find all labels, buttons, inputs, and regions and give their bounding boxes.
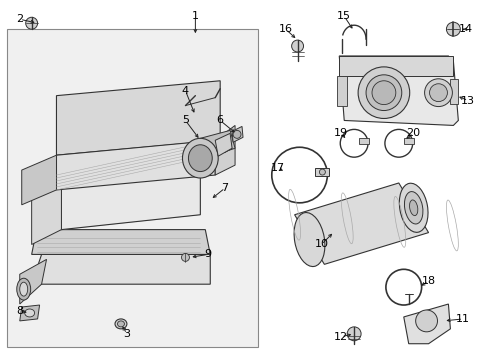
Circle shape [271, 147, 326, 203]
Text: 18: 18 [421, 276, 435, 286]
Text: 4: 4 [182, 86, 189, 96]
Polygon shape [215, 125, 235, 175]
Text: 13: 13 [460, 96, 474, 105]
Ellipse shape [293, 212, 324, 266]
Text: 20: 20 [406, 129, 420, 138]
Bar [315, 168, 328, 176]
Polygon shape [32, 230, 210, 255]
Ellipse shape [25, 309, 35, 317]
Polygon shape [294, 183, 427, 264]
Circle shape [446, 22, 459, 36]
Ellipse shape [17, 278, 31, 300]
Circle shape [346, 327, 360, 341]
Circle shape [389, 134, 407, 152]
Ellipse shape [357, 67, 409, 118]
Bar [449, 79, 457, 104]
Polygon shape [56, 81, 220, 155]
Circle shape [345, 134, 362, 152]
Circle shape [181, 253, 189, 261]
Ellipse shape [117, 321, 124, 327]
Text: 2: 2 [16, 14, 23, 24]
Polygon shape [32, 175, 61, 244]
Ellipse shape [409, 200, 417, 216]
Ellipse shape [188, 145, 212, 172]
Polygon shape [215, 133, 232, 156]
Text: 15: 15 [337, 11, 350, 21]
Circle shape [392, 276, 414, 298]
Polygon shape [232, 126, 243, 142]
Circle shape [319, 169, 325, 175]
Bar [337, 76, 346, 105]
Bar [7, 29, 257, 347]
Text: 8: 8 [16, 306, 23, 316]
Circle shape [233, 130, 241, 138]
Text: 6: 6 [216, 116, 223, 126]
Bar [358, 138, 368, 144]
Polygon shape [61, 160, 200, 230]
Ellipse shape [115, 319, 127, 329]
Circle shape [384, 129, 412, 157]
Text: 3: 3 [123, 329, 130, 339]
Ellipse shape [366, 75, 401, 111]
Polygon shape [339, 56, 452, 76]
Ellipse shape [20, 282, 28, 296]
Text: 17: 17 [270, 163, 284, 173]
Text: 10: 10 [314, 239, 328, 249]
Polygon shape [200, 130, 235, 158]
Polygon shape [20, 260, 46, 304]
Ellipse shape [182, 138, 218, 178]
Ellipse shape [399, 183, 427, 232]
Circle shape [26, 17, 38, 29]
Ellipse shape [428, 84, 447, 102]
Ellipse shape [424, 79, 451, 107]
Ellipse shape [371, 81, 395, 105]
Polygon shape [20, 305, 40, 321]
Polygon shape [339, 56, 457, 125]
Polygon shape [61, 145, 200, 175]
Circle shape [340, 129, 367, 157]
Circle shape [279, 155, 319, 195]
Text: 16: 16 [278, 24, 292, 34]
Bar [403, 138, 413, 144]
Circle shape [291, 40, 303, 52]
Polygon shape [32, 230, 210, 284]
Ellipse shape [404, 192, 422, 224]
Polygon shape [56, 140, 215, 190]
Polygon shape [403, 304, 449, 344]
Text: 19: 19 [333, 129, 347, 138]
Ellipse shape [415, 310, 437, 332]
Text: 1: 1 [191, 11, 199, 21]
Text: 7: 7 [221, 183, 228, 193]
Text: 9: 9 [204, 249, 211, 260]
Text: 11: 11 [455, 314, 469, 324]
Text: 12: 12 [333, 332, 347, 342]
Polygon shape [21, 155, 56, 205]
Text: 5: 5 [182, 116, 188, 126]
Circle shape [385, 269, 421, 305]
Text: 14: 14 [458, 24, 472, 34]
